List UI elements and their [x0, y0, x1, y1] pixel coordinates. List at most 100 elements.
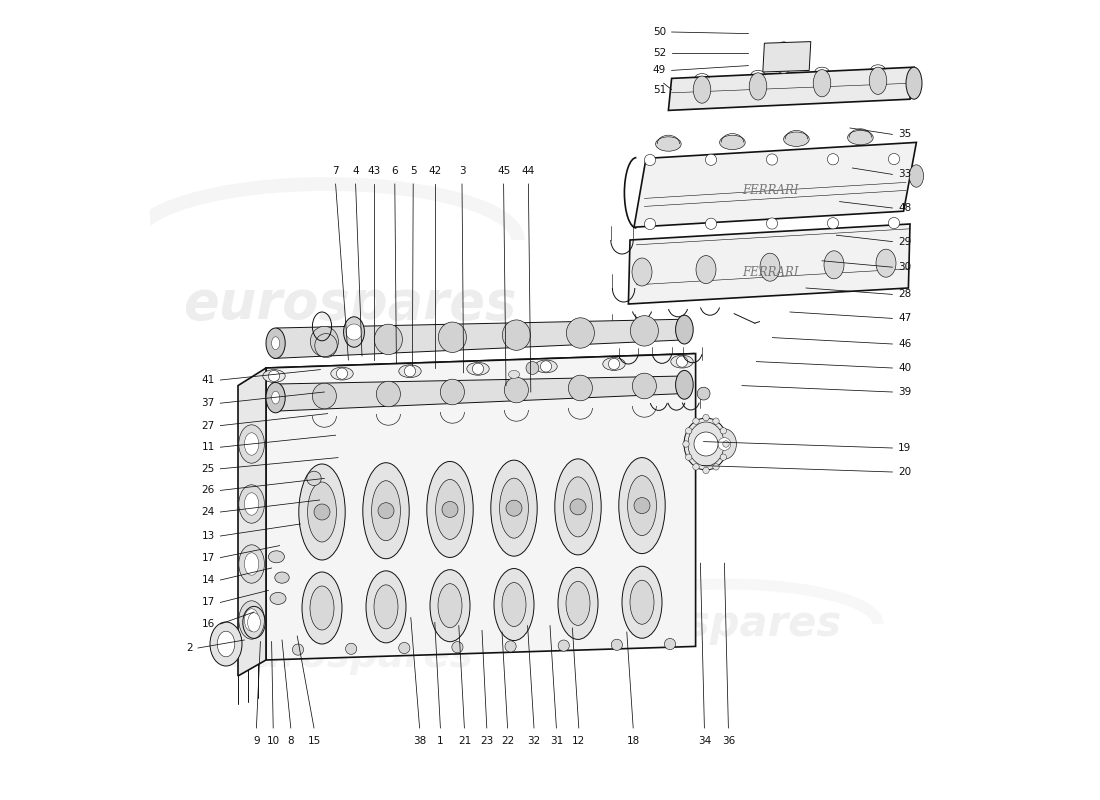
Ellipse shape [910, 165, 924, 187]
Ellipse shape [299, 464, 345, 560]
Circle shape [540, 361, 551, 372]
Text: 20: 20 [898, 467, 911, 477]
Ellipse shape [502, 582, 526, 626]
Ellipse shape [696, 256, 716, 284]
Ellipse shape [558, 567, 598, 639]
Ellipse shape [372, 481, 400, 541]
Ellipse shape [312, 383, 337, 409]
Ellipse shape [503, 320, 530, 350]
Ellipse shape [268, 550, 285, 563]
Circle shape [694, 432, 718, 456]
Circle shape [307, 471, 321, 486]
Ellipse shape [499, 478, 528, 538]
Text: 37: 37 [201, 398, 214, 408]
Ellipse shape [244, 553, 258, 575]
Ellipse shape [438, 584, 462, 628]
Text: 52: 52 [652, 48, 666, 58]
Ellipse shape [308, 482, 337, 542]
Ellipse shape [272, 391, 279, 404]
Polygon shape [274, 319, 684, 358]
Text: 49: 49 [652, 66, 666, 75]
Ellipse shape [813, 70, 830, 97]
Circle shape [378, 502, 394, 518]
Ellipse shape [440, 379, 464, 405]
Circle shape [558, 640, 570, 651]
Text: 1: 1 [437, 736, 443, 746]
Circle shape [693, 464, 700, 470]
Text: 32: 32 [527, 736, 540, 746]
Circle shape [337, 368, 348, 379]
Circle shape [779, 42, 789, 51]
Circle shape [268, 370, 279, 382]
Ellipse shape [619, 458, 666, 554]
Text: 16: 16 [201, 619, 214, 629]
Circle shape [705, 154, 716, 166]
Text: 51: 51 [652, 85, 666, 94]
Circle shape [645, 218, 656, 230]
Circle shape [398, 642, 410, 654]
Ellipse shape [876, 249, 896, 277]
Text: 44: 44 [521, 166, 535, 176]
Circle shape [505, 641, 516, 652]
Text: 17: 17 [201, 553, 214, 562]
Text: 5: 5 [410, 166, 417, 176]
Ellipse shape [684, 418, 728, 470]
Text: 42: 42 [428, 166, 441, 176]
Ellipse shape [399, 365, 421, 378]
Polygon shape [634, 142, 916, 227]
Ellipse shape [656, 137, 681, 151]
Ellipse shape [430, 570, 470, 642]
Text: 23: 23 [481, 736, 494, 746]
Ellipse shape [505, 377, 528, 402]
Text: 26: 26 [201, 486, 214, 495]
Ellipse shape [217, 631, 234, 657]
Ellipse shape [210, 622, 242, 666]
Ellipse shape [363, 462, 409, 558]
Ellipse shape [563, 477, 593, 537]
Ellipse shape [374, 585, 398, 629]
Circle shape [345, 643, 356, 654]
Ellipse shape [824, 250, 844, 278]
Ellipse shape [244, 493, 258, 515]
Ellipse shape [310, 586, 334, 630]
Ellipse shape [275, 572, 289, 583]
Text: 36: 36 [722, 736, 735, 746]
Ellipse shape [310, 326, 339, 357]
Text: 13: 13 [201, 531, 214, 541]
Circle shape [693, 418, 700, 424]
Ellipse shape [688, 422, 724, 466]
Ellipse shape [783, 132, 810, 146]
Text: 46: 46 [898, 339, 911, 349]
Ellipse shape [566, 582, 590, 626]
Circle shape [703, 414, 710, 421]
Text: 43: 43 [367, 166, 381, 176]
Ellipse shape [491, 460, 537, 556]
Polygon shape [238, 368, 266, 676]
Text: 22: 22 [500, 736, 514, 746]
Text: 29: 29 [898, 237, 911, 246]
Text: 45: 45 [497, 166, 510, 176]
Ellipse shape [554, 459, 602, 555]
Ellipse shape [436, 479, 464, 539]
Text: 2: 2 [186, 643, 192, 653]
Ellipse shape [569, 375, 593, 401]
Ellipse shape [869, 67, 887, 94]
Ellipse shape [675, 370, 693, 399]
Text: 8: 8 [287, 736, 294, 746]
Circle shape [506, 500, 522, 516]
Circle shape [697, 387, 710, 400]
Text: 38: 38 [412, 736, 426, 746]
Text: 39: 39 [898, 387, 911, 397]
Circle shape [442, 502, 458, 518]
Circle shape [889, 218, 900, 229]
Ellipse shape [343, 317, 364, 347]
Ellipse shape [906, 67, 922, 99]
Ellipse shape [621, 566, 662, 638]
Circle shape [570, 499, 586, 515]
Circle shape [705, 218, 716, 230]
Text: 12: 12 [572, 736, 585, 746]
Ellipse shape [494, 569, 534, 641]
Circle shape [723, 441, 729, 447]
Circle shape [767, 218, 778, 229]
Circle shape [685, 427, 692, 434]
